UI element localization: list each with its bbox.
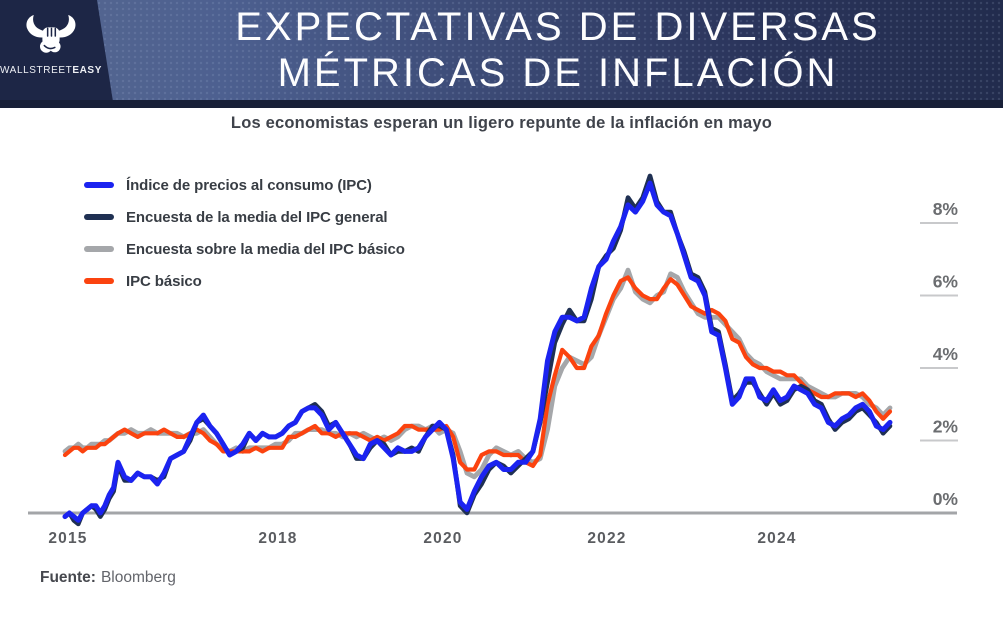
y-tick-label: 4%: [933, 344, 959, 364]
legend-label-survey-core: Encuesta sobre la media del IPC básico: [126, 240, 405, 258]
title-line-2: MÉTRICAS DE INFLACIÓN: [277, 51, 839, 95]
y-tick-label: 8%: [933, 199, 959, 219]
y-tick-label: 0%: [933, 489, 959, 509]
x-tick-label: 2015: [48, 530, 87, 547]
brand-logo: WALLSTREETEASY: [0, 14, 102, 76]
legend-item-core: IPC básico: [84, 271, 405, 291]
legend-label-core: IPC básico: [126, 272, 202, 290]
legend-swatch-core: [84, 278, 114, 284]
legend-item-survey-headline: Encuesta de la media del IPC general: [84, 207, 405, 227]
legend-item-ipc: Índice de precios al consumo (IPC): [84, 175, 405, 195]
legend-item-survey-core: Encuesta sobre la media del IPC básico: [84, 239, 405, 259]
header-bottom-band: [0, 100, 1003, 108]
legend-swatch-survey-core: [84, 246, 114, 252]
bull-icon: [26, 14, 76, 53]
brand-wordmark-bold: EASY: [72, 65, 102, 76]
x-tick-label: 2018: [258, 530, 297, 547]
line-ipc-core: [62, 275, 893, 472]
line-ipc: [62, 180, 893, 523]
source-label: Fuente:: [40, 569, 96, 586]
x-tick-label: 2024: [757, 530, 796, 547]
legend-label-survey-headline: Encuesta de la media del IPC general: [126, 208, 388, 226]
y-tick-label: 2%: [933, 417, 959, 437]
legend: Índice de precios al consumo (IPC) Encue…: [84, 175, 405, 303]
header: WALLSTREETEASY EXPECTATIVAS DE DIVERSAS …: [0, 0, 1003, 108]
x-tick-label: 2022: [587, 530, 626, 547]
logo-block: [0, 0, 114, 108]
chart-subtitle: Los economistas esperan un ligero repunt…: [230, 114, 773, 132]
header-background: [0, 0, 1003, 108]
legend-swatch-survey-headline: [84, 214, 114, 220]
brand-wordmark-light: WALLSTREET: [0, 65, 73, 76]
brand-wordmark: WALLSTREETEASY: [0, 65, 102, 76]
y-tick-label: 6%: [933, 272, 959, 292]
x-tick-label: 2020: [423, 530, 462, 547]
title-line-1: EXPECTATIVAS DE DIVERSAS: [235, 5, 881, 49]
page-title: EXPECTATIVAS DE DIVERSAS MÉTRICAS DE INF…: [113, 0, 1003, 100]
legend-label-ipc: Índice de precios al consumo (IPC): [126, 176, 372, 194]
source-note: Fuente: Bloomberg: [40, 569, 176, 587]
legend-swatch-ipc: [84, 182, 114, 188]
source-value: Bloomberg: [100, 569, 176, 586]
